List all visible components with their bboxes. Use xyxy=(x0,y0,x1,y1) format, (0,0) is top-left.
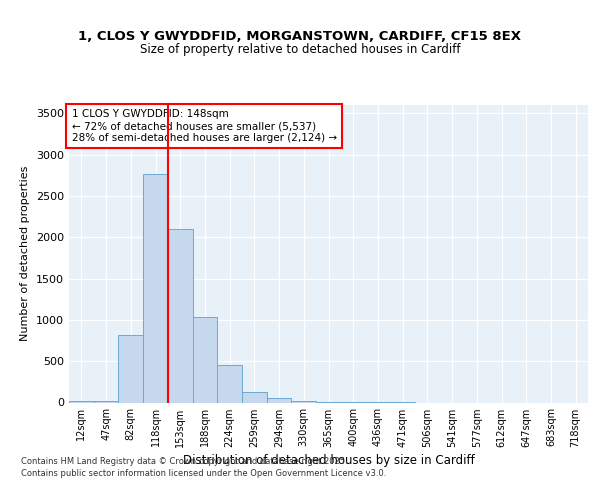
X-axis label: Distribution of detached houses by size in Cardiff: Distribution of detached houses by size … xyxy=(182,454,475,467)
Bar xyxy=(168,229,193,402)
Bar xyxy=(143,174,168,402)
Text: 1, CLOS Y GWYDDFID, MORGANSTOWN, CARDIFF, CF15 8EX: 1, CLOS Y GWYDDFID, MORGANSTOWN, CARDIFF… xyxy=(79,30,521,43)
Text: Size of property relative to detached houses in Cardiff: Size of property relative to detached ho… xyxy=(140,43,460,56)
Bar xyxy=(217,366,242,403)
Bar xyxy=(242,392,267,402)
Bar xyxy=(292,400,316,402)
Bar xyxy=(267,398,292,402)
Y-axis label: Number of detached properties: Number of detached properties xyxy=(20,166,31,342)
Bar xyxy=(193,316,217,402)
Text: 1 CLOS Y GWYDDFID: 148sqm
← 72% of detached houses are smaller (5,537)
28% of se: 1 CLOS Y GWYDDFID: 148sqm ← 72% of detac… xyxy=(71,110,337,142)
Bar xyxy=(118,334,143,402)
Text: Contains HM Land Registry data © Crown copyright and database right 2025.: Contains HM Land Registry data © Crown c… xyxy=(21,457,347,466)
Text: Contains public sector information licensed under the Open Government Licence v3: Contains public sector information licen… xyxy=(21,468,386,477)
